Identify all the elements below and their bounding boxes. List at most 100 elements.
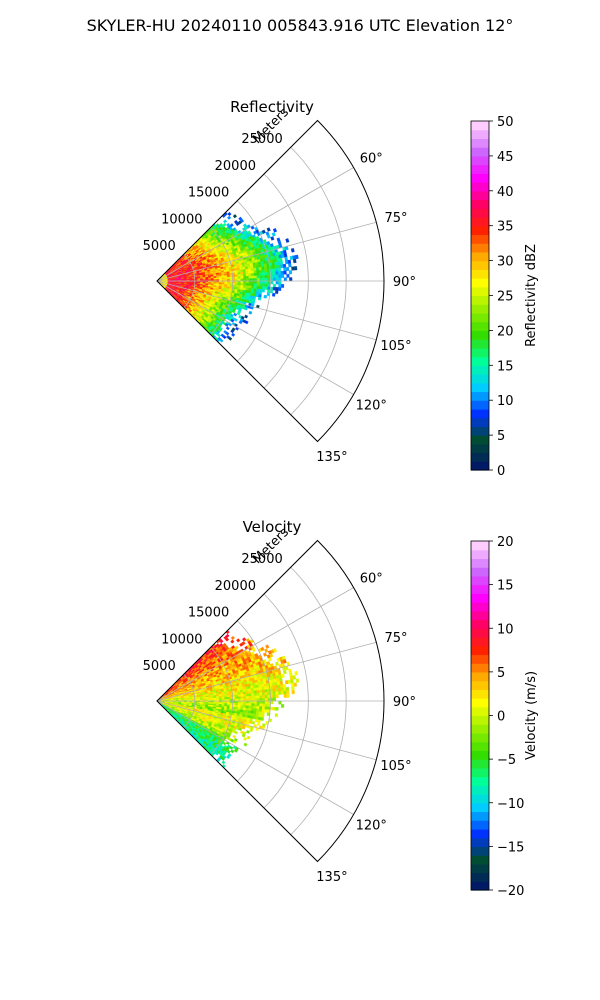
colorbar-segment: [471, 602, 489, 612]
colorbar-segment: [471, 567, 489, 577]
radar-cell: [240, 703, 244, 706]
radar-cell: [275, 691, 279, 695]
radar-cell: [277, 267, 282, 272]
colorbar-segment: [471, 645, 489, 656]
colorbar-segment: [471, 549, 489, 560]
radar-cell: [253, 275, 258, 279]
radar-cell: [243, 742, 248, 747]
radar-cell: [253, 708, 257, 712]
radar-cell: [285, 686, 290, 691]
colorbar-segment: [471, 426, 489, 436]
radar-cell: [230, 635, 235, 640]
radar-cell: [234, 284, 239, 288]
colorbar-segment: [471, 846, 489, 856]
colorbar-tick-label: 0: [497, 710, 505, 725]
colorbar-segment: [471, 278, 489, 288]
radar-cell: [230, 749, 235, 754]
radar-cell: [231, 332, 236, 337]
radar-cell: [256, 283, 260, 287]
colorbar-tick-label: 5: [497, 666, 505, 681]
radar-cell: [237, 285, 241, 288]
radar-cell: [248, 288, 252, 292]
radar-cell: [258, 708, 263, 713]
radar-cell: [221, 702, 225, 705]
radar-cell: [251, 283, 255, 287]
radar-cell: [205, 278, 209, 280]
colorbar-segment: [471, 330, 489, 340]
colorbar-segment: [471, 794, 489, 804]
colorbar-tick-label: 20: [497, 535, 514, 550]
radar-cell: [221, 275, 225, 278]
radar-data-cells: [156, 211, 299, 343]
colorbar-segment: [471, 155, 489, 166]
colorbar-segment: [471, 654, 489, 664]
radar-cell: [272, 283, 277, 288]
radar-cell: [253, 283, 258, 287]
radar-cell: [245, 285, 249, 289]
colorbar-segment: [471, 400, 489, 410]
radar-cell: [264, 692, 268, 696]
radar-cell: [293, 266, 298, 271]
colorbar-segment: [471, 881, 489, 891]
colorbar-segment: [471, 243, 489, 253]
colorbar-tick-label: −10: [497, 797, 524, 812]
radar-cell: [279, 257, 283, 262]
radar-cell: [275, 271, 279, 275]
radar-cell: [245, 271, 249, 275]
colorbar-segment: [471, 558, 489, 568]
radar-cell: [248, 690, 252, 694]
colorbar-segment: [471, 312, 489, 323]
radar-cell: [290, 679, 294, 684]
radar-cell: [256, 698, 260, 702]
radar-cell: [275, 280, 279, 285]
colorbar-segment: [471, 715, 489, 725]
colorbar-label: Velocity (m/s): [524, 671, 539, 760]
radar-cell: [240, 696, 244, 699]
colorbar-segment: [471, 663, 489, 673]
radar-cell: [248, 273, 252, 277]
colorbar-segment: [471, 452, 489, 462]
radar-cell: [275, 290, 279, 294]
radar-cell: [262, 652, 268, 657]
radar-cell: [262, 703, 266, 707]
radar-cell: [243, 703, 247, 706]
radar-cell: [226, 275, 231, 278]
radar-cell: [261, 709, 265, 713]
radar-cell: [247, 688, 252, 692]
radar-cell: [242, 691, 247, 695]
azimuth-tick-label: 75°: [384, 631, 407, 646]
radar-cell: [264, 700, 268, 705]
radar-cell: [272, 694, 277, 699]
colorbar-segment: [471, 365, 489, 375]
velocity-wedge: 60°75°90°105°120°135°5000100001500020000…: [143, 525, 416, 885]
radar-cell: [245, 730, 250, 734]
radar-cell: [250, 690, 255, 694]
radar-cell: [255, 687, 260, 691]
range-tick-label: 20000: [215, 579, 256, 594]
radar-cell: [251, 703, 255, 707]
radar-cell: [250, 288, 255, 292]
radar-cell: [237, 696, 241, 700]
radar-cell: [237, 276, 241, 280]
colorbar-segment: [471, 750, 489, 760]
radar-cell: [264, 283, 268, 287]
radar-cell: [262, 700, 266, 704]
radar-cell: [256, 272, 260, 276]
radar-cell: [258, 711, 262, 715]
radar-cell: [239, 218, 245, 224]
radar-cell: [271, 232, 276, 237]
radar-cell: [237, 702, 241, 706]
radar-cell: [229, 223, 234, 228]
colorbar-segment: [471, 199, 489, 209]
radar-cell: [253, 288, 257, 292]
radar-cell: [245, 276, 250, 279]
colorbar-tick-label: 50: [497, 115, 514, 130]
range-tick-label: 5000: [143, 659, 176, 674]
colorbar-segment: [471, 610, 489, 621]
radar-cell: [262, 280, 266, 284]
radar-cell: [258, 687, 262, 691]
radar-cell: [275, 694, 279, 699]
radar-cell: [248, 285, 252, 289]
